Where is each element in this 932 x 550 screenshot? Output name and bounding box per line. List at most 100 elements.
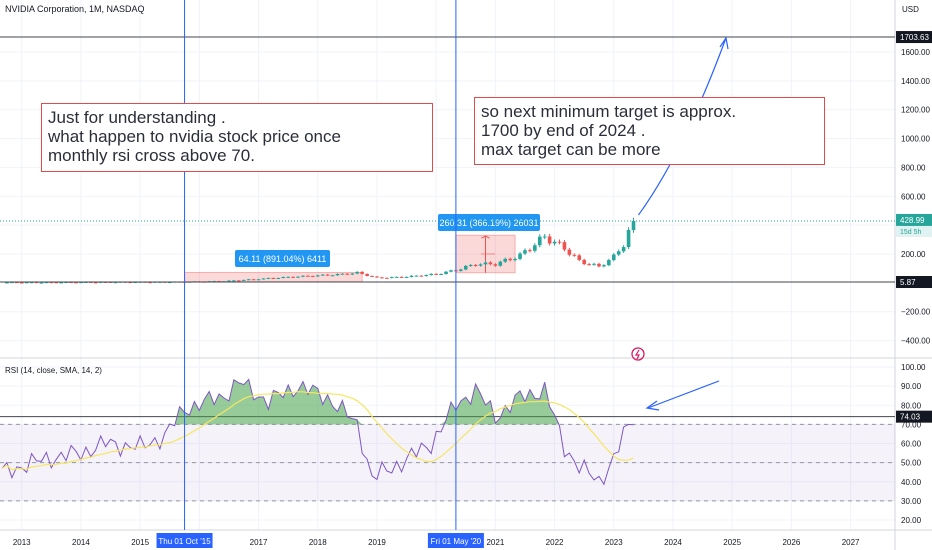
candle-body bbox=[128, 282, 133, 284]
candle-body bbox=[547, 236, 552, 244]
candle-body bbox=[246, 279, 251, 281]
candle-body bbox=[360, 271, 364, 274]
candle-body bbox=[611, 254, 616, 261]
left-annotation-box[interactable]: Just for understanding . what happen to … bbox=[41, 103, 433, 172]
time-axis-label: 2025 bbox=[723, 538, 741, 547]
candle-body bbox=[227, 280, 231, 282]
candle-body bbox=[34, 282, 39, 284]
countdown-badge-bg bbox=[896, 225, 932, 237]
candle-body bbox=[459, 269, 463, 271]
candle-body bbox=[15, 282, 19, 284]
low-badge-bg bbox=[896, 276, 932, 289]
candle-body bbox=[404, 276, 409, 278]
candle-body bbox=[468, 264, 473, 266]
left-note-line-2: what happen to nvidia stock price once bbox=[48, 127, 341, 146]
candle-body bbox=[602, 265, 606, 267]
candle-body bbox=[39, 282, 44, 284]
candle-body bbox=[626, 229, 631, 248]
candle-body bbox=[365, 273, 369, 276]
rsi-badge: 74.03 bbox=[900, 413, 921, 422]
candle-body bbox=[286, 276, 290, 278]
candle-body bbox=[69, 282, 73, 284]
candle-body bbox=[533, 245, 537, 251]
candle-body bbox=[508, 258, 512, 261]
candle-body bbox=[54, 282, 59, 284]
symbol-title: NVIDIA Corporation, 1M, NASDAQ bbox=[5, 4, 145, 14]
candle-body bbox=[256, 279, 261, 281]
candle-body bbox=[350, 273, 355, 275]
candle-body bbox=[577, 255, 582, 260]
range-2-measure-arrow bbox=[481, 235, 490, 239]
candle-body bbox=[5, 282, 9, 284]
price-axis-label: 1400.00 bbox=[901, 77, 930, 86]
candle-body bbox=[241, 279, 246, 281]
time-axis-label: 2021 bbox=[486, 538, 504, 547]
rsi-axis-label: 80.00 bbox=[901, 401, 922, 410]
candle-body bbox=[503, 258, 508, 262]
candle-body bbox=[542, 236, 547, 238]
candle-body bbox=[399, 276, 404, 278]
candle-body bbox=[513, 258, 517, 261]
candle-body bbox=[232, 280, 236, 282]
price-axis-label: 1600.00 bbox=[901, 48, 930, 57]
candle-body bbox=[251, 279, 256, 281]
candle-body bbox=[439, 273, 443, 275]
rsi-axis-label: 90.00 bbox=[901, 382, 922, 391]
price-axis-label: 1200.00 bbox=[901, 106, 930, 115]
candle-body bbox=[621, 247, 626, 252]
rsi-overbought-fill bbox=[2, 379, 634, 425]
candle-body bbox=[409, 275, 414, 277]
right-annotation-box[interactable]: so next minimum target is approx. 1700 b… bbox=[474, 97, 825, 165]
candle-body bbox=[518, 253, 522, 259]
candle-body bbox=[49, 282, 54, 284]
low-badge: 5.87 bbox=[900, 278, 916, 287]
countdown-badge: 15d 5h bbox=[900, 229, 922, 236]
candle-body bbox=[345, 273, 350, 275]
candle-body bbox=[434, 273, 438, 275]
rsi-axis-label: 60.00 bbox=[901, 440, 922, 449]
candle-body bbox=[306, 275, 310, 277]
candle-body bbox=[567, 249, 572, 255]
candle-body bbox=[394, 276, 399, 278]
candle-body bbox=[315, 275, 320, 277]
candle-body bbox=[483, 262, 488, 265]
candle-body bbox=[444, 271, 448, 274]
candle-body bbox=[301, 275, 305, 277]
last-price-badge-bg bbox=[896, 213, 932, 226]
time-axis-label: 2024 bbox=[664, 538, 682, 547]
lightning-icon bbox=[631, 347, 645, 361]
candles-group bbox=[5, 217, 636, 284]
rsi-title: RSI (14, close, SMA, 14, 2) bbox=[5, 366, 102, 375]
time-axis-label: 2017 bbox=[250, 538, 268, 547]
candle-body bbox=[424, 275, 429, 277]
candle-body bbox=[311, 276, 315, 278]
time-axis-label: 2015 bbox=[131, 538, 149, 547]
candle-body bbox=[498, 261, 503, 266]
candle-body bbox=[478, 264, 483, 266]
time-axis-label: 2026 bbox=[782, 538, 800, 547]
candle-body bbox=[493, 264, 498, 266]
price-axis-label: −200.00 bbox=[901, 308, 931, 317]
candle-body bbox=[44, 282, 49, 284]
price-axis-label: −400.00 bbox=[901, 337, 931, 346]
candle-body bbox=[355, 271, 360, 274]
candle-body bbox=[488, 262, 493, 265]
range-1-label: 64.11 (891.04%) 6411 bbox=[239, 254, 327, 264]
candle-body bbox=[582, 259, 586, 265]
candle-body bbox=[325, 274, 330, 276]
time-axis-label: 2027 bbox=[842, 538, 860, 547]
candle-body bbox=[473, 264, 478, 266]
range-box-1 bbox=[184, 271, 363, 283]
candle-body bbox=[380, 277, 384, 279]
candle-body bbox=[261, 278, 266, 280]
candle-body bbox=[291, 276, 295, 278]
candle-body bbox=[24, 282, 29, 284]
rsi-ma-line bbox=[1, 391, 634, 471]
candle-body bbox=[74, 282, 78, 284]
candle-body bbox=[296, 276, 300, 278]
price-axis-label: 600.00 bbox=[901, 192, 926, 201]
lightning-icon-bolt bbox=[634, 349, 640, 360]
candle-body bbox=[572, 254, 577, 256]
